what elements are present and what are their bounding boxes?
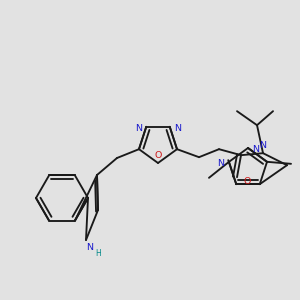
Text: N: N	[218, 159, 224, 168]
Text: N: N	[253, 146, 260, 154]
Text: O: O	[154, 151, 162, 160]
Text: N: N	[174, 124, 181, 133]
Text: H: H	[95, 250, 101, 259]
Text: O: O	[243, 177, 251, 186]
Text: N: N	[86, 242, 94, 251]
Text: N: N	[135, 124, 142, 133]
Text: N: N	[260, 141, 266, 150]
